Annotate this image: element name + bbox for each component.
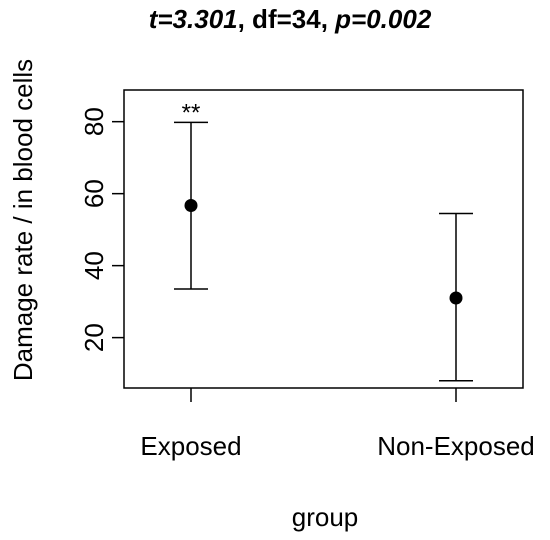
mean-point-1 (449, 291, 463, 305)
significance-annotation-0: ** (182, 99, 201, 126)
y-tick-label-40: 40 (79, 251, 109, 280)
x-category-label-0: Exposed (140, 431, 241, 461)
mean-point-0 (184, 199, 198, 213)
title-p: p=0.002 (334, 4, 432, 34)
title-df: , df=34, (238, 4, 336, 34)
y-tick-label-20: 20 (79, 323, 109, 352)
x-axis-label: group (292, 502, 359, 532)
y-tick-label-60: 60 (79, 179, 109, 208)
y-tick-label-80: 80 (79, 107, 109, 136)
plot-frame (123, 89, 524, 389)
chart-title: t=3.301, df=34, p=0.002 (149, 4, 432, 34)
title-t: t=3.301 (149, 4, 238, 34)
x-category-label-1: Non-Exposed (377, 431, 535, 461)
y-axis-label: Damage rate / in blood cells (8, 59, 38, 381)
